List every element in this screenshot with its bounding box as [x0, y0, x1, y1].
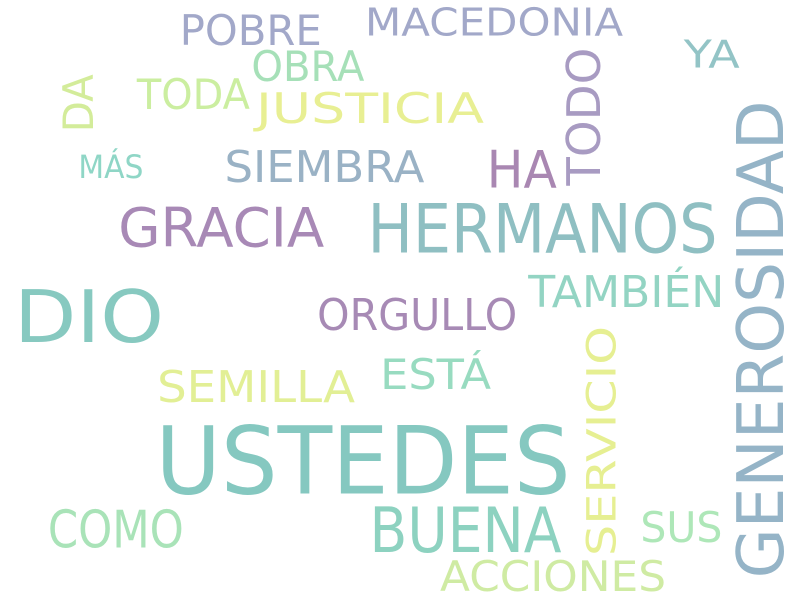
word-gracia: GRACIA: [117, 196, 324, 260]
word-acciones: ACCIONES: [440, 551, 666, 601]
word-macedonia: MACEDONIA: [364, 0, 623, 45]
word-ustedes: USTEDES: [156, 405, 571, 516]
word-obra: OBRA: [251, 41, 364, 91]
word-sus: SUS: [639, 502, 722, 552]
word-servicio: SERVICIO: [578, 326, 626, 556]
word-mas: MÁS: [77, 148, 143, 187]
word-todo: TODO: [558, 47, 613, 186]
word-toda: TODA: [137, 69, 250, 119]
word-ya: YA: [683, 32, 740, 77]
word-ha: HA: [486, 139, 557, 200]
word-siembra: SIEMBRA: [223, 141, 424, 193]
word-dio: DIO: [14, 276, 164, 360]
word-pobre: POBRE: [179, 5, 322, 55]
word-como: COMO: [48, 499, 184, 560]
word-orgullo: ORGULLO: [317, 289, 517, 341]
word-buena: BUENA: [370, 494, 562, 567]
word-hermanos: HERMANOS: [367, 190, 717, 270]
word-generosidad: GENEROSIDAD: [724, 99, 799, 578]
word-justicia: JUSTICIA: [255, 83, 484, 133]
word-semilla: SEMILLA: [157, 361, 355, 413]
word-tambien: TAMBIÉN: [528, 266, 724, 318]
word-da: DA: [53, 74, 103, 132]
word-esta: ESTÁ: [379, 349, 491, 399]
